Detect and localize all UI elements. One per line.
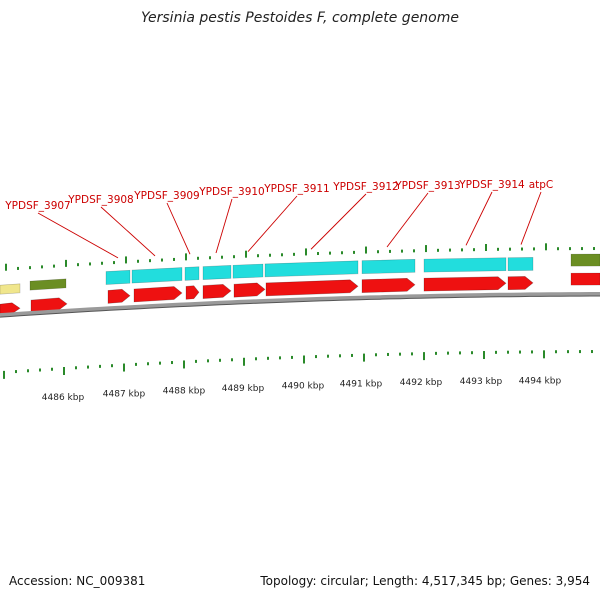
backbone-arc [0, 292, 600, 318]
scale-label: 4491 kbp [340, 380, 383, 390]
gene-label: YPDSF_3909 [133, 190, 200, 202]
leader-line [386, 192, 429, 248]
feature-cds [133, 286, 183, 303]
backbone-line [0, 292, 600, 318]
leader-line [37, 212, 119, 259]
leader-line [465, 191, 493, 246]
scale-label: 4488 kbp [163, 386, 206, 396]
gene-label: YPDSF_3908 [67, 194, 134, 206]
feature-gene [131, 267, 183, 284]
leader-line [520, 191, 542, 245]
feature-gene [202, 265, 232, 280]
feature-cds [361, 278, 416, 293]
feature-gene [264, 260, 359, 278]
gene-label: YPDSF_3911 [263, 183, 330, 195]
scale-label: 4493 kbp [460, 377, 503, 387]
feature-cds [30, 297, 68, 313]
feature-gene [184, 266, 200, 281]
leader-line [247, 195, 298, 252]
outer-tick-track [5, 243, 595, 271]
feature-cds [423, 276, 507, 292]
topology-text: Topology: circular; Length: 4,517,345 bp… [260, 574, 590, 588]
feature-track [0, 253, 600, 316]
feature-gene [361, 259, 416, 274]
scale-label: 4486 kbp [42, 393, 85, 403]
feature-gene [105, 269, 131, 285]
scale-label: 4487 kbp [103, 390, 146, 400]
feature-gene [507, 257, 534, 271]
gene-label: YPDSF_3912 [332, 181, 399, 193]
feature-gene [232, 263, 264, 279]
feature-cds [570, 272, 600, 286]
leader-line [310, 193, 367, 250]
feature-cds [202, 284, 232, 299]
gene-label: YPDSF_3913 [394, 180, 461, 192]
scale-label: 4490 kbp [282, 382, 325, 392]
feature-cds [0, 302, 21, 316]
feature-gene [0, 283, 21, 295]
scale-label: 4492 kbp [400, 378, 443, 388]
scale-labels: 4486 kbp 4487 kbp 4488 kbp 4489 kbp 4490 kbp… [42, 376, 562, 403]
leader-line [215, 198, 233, 254]
feature-gene [570, 253, 600, 267]
leader-line [166, 202, 191, 255]
feature-cds [185, 285, 200, 300]
accession-text: Accession: NC_009381 [9, 574, 146, 588]
feature-cds [233, 282, 266, 298]
gene-label: YPDSF_3907 [4, 200, 71, 212]
gene-label: YPDSF_3910 [198, 186, 265, 198]
scale-label: 4494 kbp [519, 376, 562, 386]
gene-label: YPDSF_3914 [458, 179, 525, 191]
scale-label: 4489 kbp [222, 384, 265, 394]
backbone-shadow [0, 295, 600, 318]
map-title: Yersinia pestis Pestoides F, complete ge… [141, 10, 459, 26]
gene-label: atpC [529, 179, 554, 191]
inner-tick-track [3, 350, 593, 379]
feature-cds [265, 279, 359, 297]
feature-cds [107, 288, 131, 304]
feature-gene [29, 278, 67, 291]
leader-line [100, 206, 156, 257]
feature-gene [423, 257, 507, 273]
feature-cds [507, 276, 534, 290]
